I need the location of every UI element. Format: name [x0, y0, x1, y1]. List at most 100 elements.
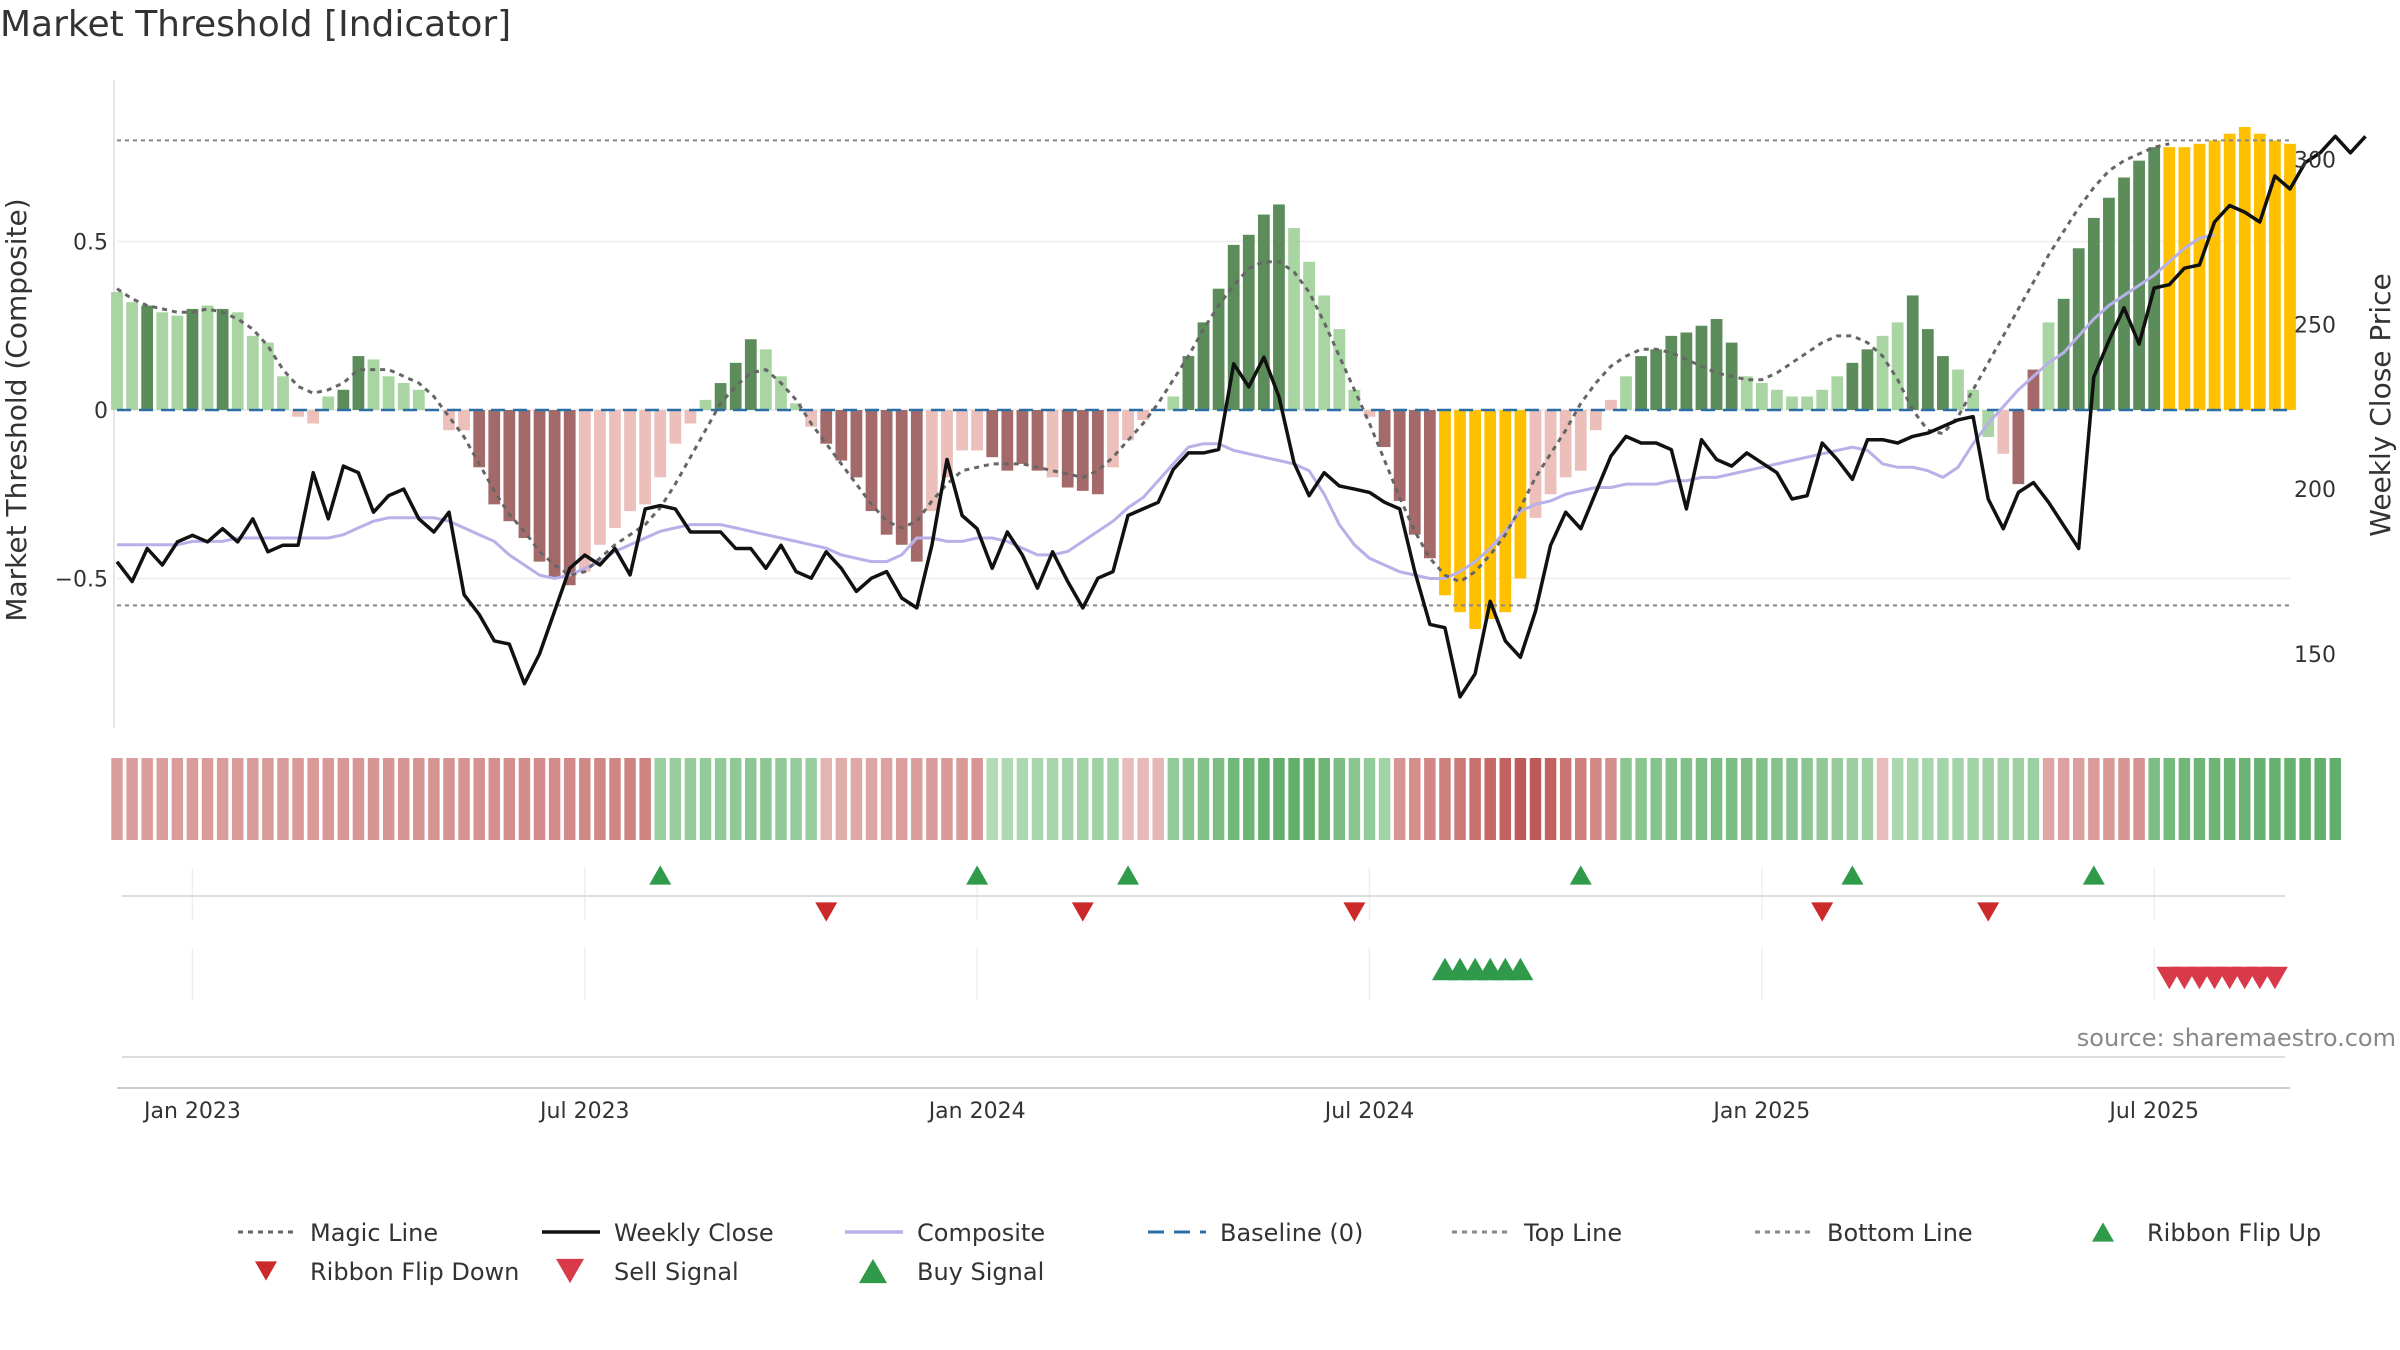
composite-bar: [1861, 349, 1874, 410]
ribbon-cell: [2163, 758, 2176, 840]
ribbon-cell: [1590, 758, 1602, 840]
composite-bar: [1544, 410, 1557, 495]
composite-bar: [1605, 399, 1617, 410]
legend-item: Bottom Line: [1755, 1219, 1973, 1247]
legend-swatch: [556, 1258, 584, 1284]
composite-bar: [443, 410, 455, 431]
ribbon-cell: [367, 758, 380, 840]
ribbon-cell: [382, 758, 395, 840]
composite-bar: [1876, 335, 1889, 410]
composite-bar: [352, 356, 365, 410]
composite-bar: [141, 305, 154, 410]
composite-bar: [1393, 410, 1406, 501]
ribbon-cell: [1635, 758, 1647, 840]
ribbon-cell: [1318, 758, 1330, 840]
sell-signal-marker: [2261, 966, 2288, 990]
composite-bar: [956, 410, 968, 451]
composite-bar: [1303, 261, 1316, 410]
ribbon-cell: [2073, 758, 2085, 840]
composite-bar: [2163, 147, 2176, 410]
ribbon-cell: [443, 758, 455, 840]
ribbon-cell: [1891, 758, 1904, 840]
ribbon-cell: [488, 758, 500, 840]
composite-bar: [1650, 349, 1663, 410]
ribbon-cell: [745, 758, 757, 840]
composite-bar: [1816, 389, 1829, 410]
legend-label: Ribbon Flip Up: [2147, 1219, 2321, 1247]
ribbon-cell: [201, 758, 214, 840]
ribbon-cell: [171, 758, 184, 840]
composite-bar: [1288, 228, 1300, 410]
ribbon-band: [111, 758, 2342, 840]
ribbon-cell: [1409, 758, 1421, 840]
composite-bars: [111, 126, 2296, 630]
ribbon-cell: [1001, 758, 1014, 840]
composite-bar: [262, 342, 274, 410]
x-tick-label: Jul 2024: [1323, 1099, 1415, 1124]
ribbon-cell: [2223, 758, 2236, 840]
composite-bar: [1182, 356, 1195, 410]
legend-item: Magic Line: [238, 1219, 438, 1247]
ribbon-cell: [1725, 758, 1738, 840]
legend: Magic Line Weekly Close Composite Baseline …: [238, 1219, 2321, 1286]
grid-lines: [113, 80, 2290, 1089]
ribbon-cell: [111, 758, 123, 840]
ribbon-cell: [971, 758, 983, 840]
ribbon-cell: [1861, 758, 1874, 840]
ribbon-cell: [2314, 758, 2326, 840]
composite-bar: [2027, 369, 2040, 410]
composite-bar: [1378, 410, 1391, 448]
composite-bar: [156, 312, 169, 410]
composite-bar: [1740, 376, 1753, 410]
legend-label: Magic Line: [310, 1219, 438, 1247]
ribbon-cell: [1107, 758, 1119, 840]
composite-bar: [2193, 143, 2206, 410]
ribbon-cell: [1016, 758, 1029, 840]
composite-bar: [790, 403, 802, 410]
ribbon-cell: [2193, 758, 2206, 840]
y2-tick-label: 300: [2294, 148, 2336, 173]
ribbon-cell: [1514, 758, 1527, 840]
legend-item: Weekly Close: [542, 1219, 774, 1247]
composite-bar: [1559, 410, 1572, 478]
composite-bar: [1273, 204, 1285, 410]
ribbon-cell: [518, 758, 531, 840]
ribbon-cell: [729, 758, 742, 840]
composite-bar: [775, 376, 787, 410]
ribbon-cell: [1424, 758, 1436, 840]
composite-bar: [1363, 410, 1376, 417]
composite-bar: [2284, 143, 2296, 410]
composite-bar: [1665, 335, 1678, 410]
ribbon-cell: [186, 758, 199, 840]
y-tick-label: 0: [94, 399, 108, 424]
ribbon-cell: [1243, 758, 1255, 840]
ribbon-cell: [231, 758, 244, 840]
composite-bar: [533, 410, 546, 562]
ribbon-cell: [2208, 758, 2221, 840]
composite-bar: [1076, 410, 1089, 491]
composite-bar: [1620, 376, 1632, 410]
composite-bar: [1921, 329, 1934, 410]
ribbon-cell: [1846, 758, 1859, 840]
ribbon-cell: [1982, 758, 1994, 840]
composite-bar: [850, 410, 863, 478]
composite-bar: [1031, 410, 1044, 471]
composite-bar: [2223, 133, 2236, 410]
x-tick-label: Jul 2025: [2107, 1099, 2199, 1124]
ribbon-flip-down-marker: [1343, 902, 1366, 922]
legend-item: Ribbon Flip Down: [255, 1258, 519, 1286]
ribbon-cell: [1559, 758, 1572, 840]
ribbon-cell: [322, 758, 334, 840]
legend-item: Top Line: [1452, 1219, 1622, 1247]
composite-bar: [609, 410, 621, 528]
composite-bar: [307, 410, 320, 424]
composite-bar: [518, 410, 531, 539]
composite-bar: [1695, 325, 1708, 410]
ribbon-flip-down-marker: [815, 902, 838, 922]
composite-bar: [1167, 396, 1180, 410]
composite-bar: [2072, 248, 2085, 410]
ribbon-cell: [1393, 758, 1406, 840]
composite-bar: [458, 410, 470, 431]
ribbon-cell: [2284, 758, 2296, 840]
y2-tick-label: 200: [2294, 478, 2336, 503]
